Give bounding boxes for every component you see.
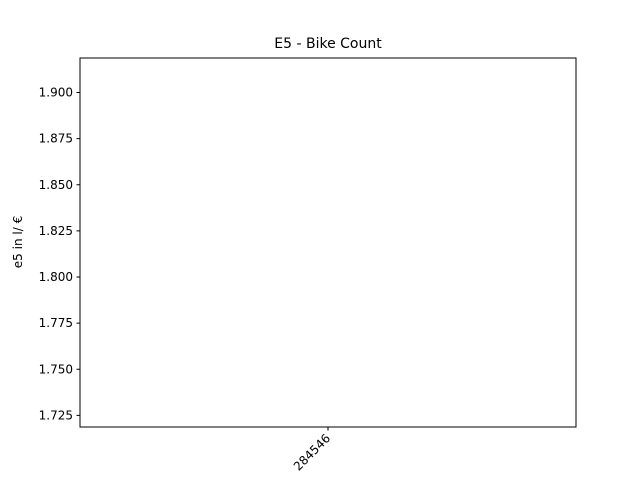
y-tick-label: 1.850 bbox=[39, 178, 73, 192]
y-tick-label: 1.825 bbox=[39, 224, 73, 238]
y-tick-label: 1.900 bbox=[39, 86, 73, 100]
y-tick-label: 1.725 bbox=[39, 408, 73, 422]
y-axis-label: e5 in l/ € bbox=[11, 216, 25, 268]
y-tick-label: 1.800 bbox=[39, 270, 73, 284]
y-tick-label: 1.750 bbox=[39, 362, 73, 376]
y-tick-label: 1.875 bbox=[39, 132, 73, 146]
y-tick-label: 1.775 bbox=[39, 316, 73, 330]
chart-title: E5 - Bike Count bbox=[274, 36, 382, 52]
